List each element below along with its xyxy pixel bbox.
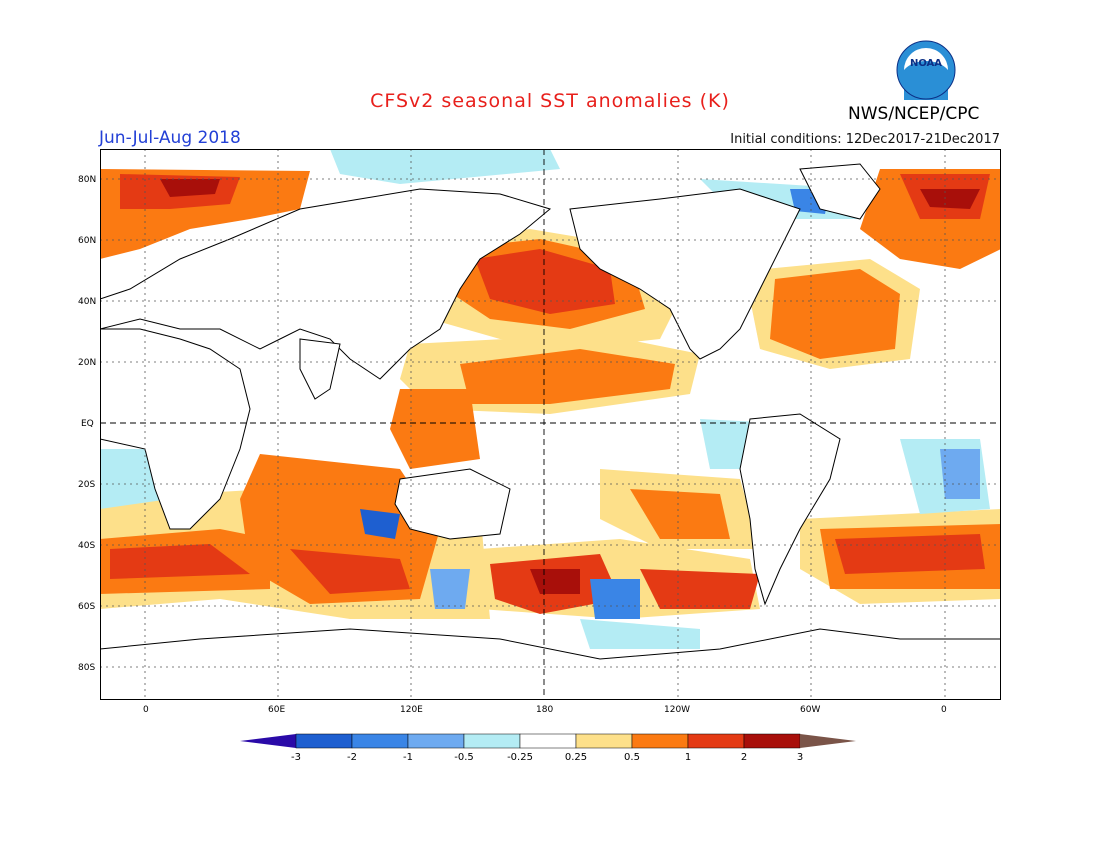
colorbar-segment xyxy=(351,733,409,749)
colorbar-tick: 2 xyxy=(740,752,748,763)
lat-label: 20S xyxy=(78,480,96,490)
colorbar-segment xyxy=(519,733,577,749)
lat-label: 40N xyxy=(78,297,97,307)
season-label: Jun-Jul-Aug 2018 xyxy=(99,128,241,148)
map-title: CFSv2 seasonal SST anomalies (K) xyxy=(370,90,730,112)
lat-label: 40S xyxy=(78,541,96,551)
colorbar-tick: -1 xyxy=(403,752,413,763)
initial-conditions-label: Initial conditions: 12Dec2017-21Dec2017 xyxy=(730,132,1000,147)
lon-label: 120E xyxy=(400,705,423,715)
colorbar-tick: -0.5 xyxy=(454,752,474,763)
colorbar-tick: 3 xyxy=(796,752,804,763)
colorbar-segment xyxy=(631,733,689,749)
graticule xyxy=(100,149,1001,700)
colorbar-tick: -0.25 xyxy=(507,752,533,763)
colorbar-segment xyxy=(240,734,296,748)
colorbar-tick: 0.5 xyxy=(624,752,640,763)
colorbar-segment xyxy=(407,733,465,749)
lat-label: 60S xyxy=(78,602,96,612)
lon-label: 180 xyxy=(536,705,554,715)
colorbar-segment xyxy=(687,733,745,749)
logo-text: NOAA xyxy=(910,58,942,69)
lat-label: 80S xyxy=(78,663,96,673)
lat-label: 80N xyxy=(78,175,97,185)
lon-label: 0 xyxy=(143,705,149,715)
reference-lines xyxy=(100,149,1001,700)
colorbar-tick: -3 xyxy=(291,752,301,763)
colorbar-segment xyxy=(463,733,521,749)
colorbar-tick: 1 xyxy=(684,752,692,763)
lat-label: 20N xyxy=(78,358,97,368)
colorbar-segment xyxy=(575,733,633,749)
colorbar-tick: -2 xyxy=(347,752,357,763)
lon-label: 0 xyxy=(941,705,947,715)
colorbar-segment xyxy=(743,733,801,749)
sst-anomaly-map xyxy=(100,149,1001,700)
colorbar-segment xyxy=(800,734,856,748)
agency-label: NWS/NCEP/CPC xyxy=(848,104,980,124)
lat-label: 60N xyxy=(78,236,97,246)
continent-outlines xyxy=(100,163,1001,700)
noaa-logo: NOAA xyxy=(896,40,956,100)
lon-label: 60E xyxy=(268,705,286,715)
colorbar xyxy=(240,733,856,749)
lat-label: EQ xyxy=(81,419,94,429)
lon-label: 60W xyxy=(800,705,821,715)
colorbar-segment xyxy=(295,733,353,749)
lon-label: 120W xyxy=(664,705,691,715)
colorbar-tick: 0.25 xyxy=(564,752,588,763)
